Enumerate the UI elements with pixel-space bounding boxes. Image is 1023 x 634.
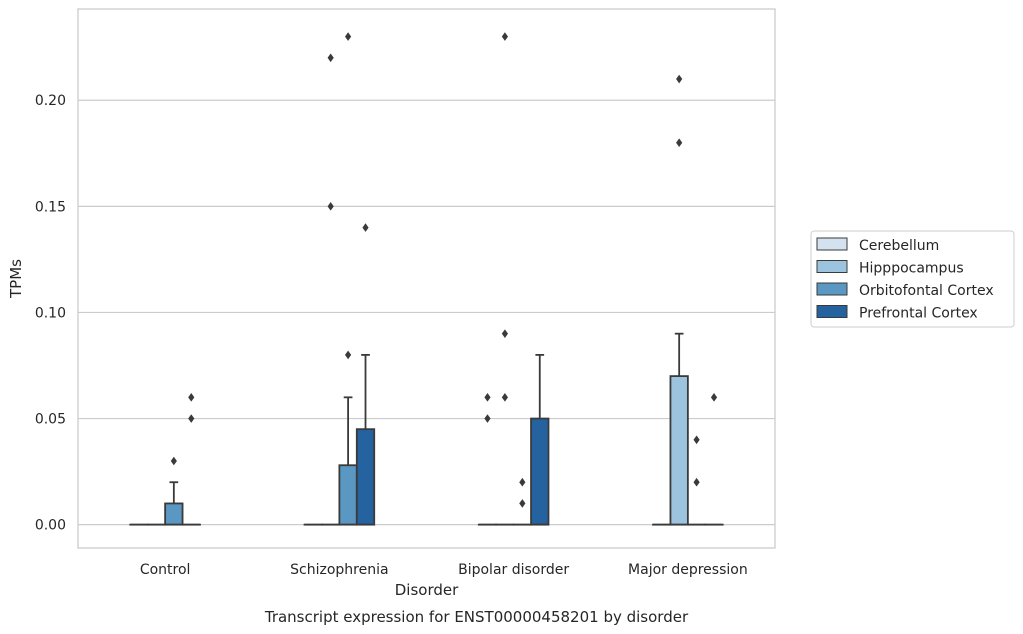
outlier-point [693, 435, 700, 445]
y-tick-label: 0.00 [35, 518, 66, 534]
box-hipppocampus [669, 74, 689, 526]
outlier-point [676, 138, 683, 147]
outlier-point [484, 393, 491, 402]
x-tick-label: Bipolar disorder [458, 562, 569, 578]
y-tick-label: 0.15 [35, 199, 66, 215]
outlier-point [710, 393, 718, 402]
x-tick-label: Schizophrenia [290, 562, 388, 578]
x-tick-label: Major depression [628, 562, 748, 578]
legend-swatch [816, 282, 848, 296]
legend-item: Orbitofontal Cortex [816, 282, 994, 299]
outlier-point [501, 393, 509, 402]
legend-label: Prefrontal Cortex [859, 306, 978, 322]
box-hipppocampus [495, 32, 515, 526]
outlier-point [188, 414, 195, 423]
legend-swatch [816, 305, 848, 318]
legend-label: Hipppocampus [859, 261, 964, 277]
outlier-point [501, 32, 509, 41]
legend-frame [810, 230, 1015, 328]
box-hipppocampus [321, 53, 341, 526]
outlier-point [519, 477, 526, 487]
chart-caption: Transcript expression for ENST0000045820… [264, 608, 689, 626]
box-orbitofontal-cortex [338, 32, 358, 526]
box [530, 417, 550, 526]
box-prefrontal-cortex [530, 353, 550, 526]
box [338, 464, 358, 526]
y-tick-label: 0.05 [35, 412, 66, 428]
box-cerebellum [477, 393, 498, 526]
box-orbitofontal-cortex [512, 477, 532, 526]
box [355, 428, 376, 526]
outlier-point [327, 53, 334, 63]
outlier-point [344, 350, 352, 360]
box-prefrontal-cortex [355, 223, 376, 526]
outlier-point [344, 32, 352, 41]
y-axis-label: TPMs [7, 259, 25, 299]
outlier-point [693, 477, 700, 487]
y-tick-label: 0.10 [35, 305, 66, 321]
x-tick-labels: Control Schizophrenia Bipolar disorder Majo… [140, 562, 748, 578]
legend-label: Orbitofontal Cortex [859, 283, 994, 299]
box [164, 502, 184, 526]
legend-item: Prefrontal Cortex [816, 305, 978, 322]
outlier-point [327, 202, 334, 211]
outlier-point [362, 223, 369, 232]
plot-area-frame [77, 8, 776, 549]
boxes [129, 32, 724, 526]
x-tick-label: Control [140, 562, 191, 578]
outlier-point [188, 393, 195, 402]
outlier-point [484, 414, 491, 423]
box-prefrontal-cortex [181, 393, 201, 526]
box [669, 375, 689, 526]
legend-label: Cerebellum [859, 238, 939, 254]
legend: Cerebellum Hipppocampus Orbitofontal Corte… [810, 230, 1015, 328]
outlier-point [170, 456, 177, 466]
outlier-point [519, 499, 526, 508]
y-tick-label: 0.20 [35, 93, 66, 109]
legend-item: Cerebellum [816, 237, 939, 254]
legend-swatch [816, 237, 848, 251]
legend-item: Hipppocampus [816, 260, 964, 277]
x-axis-label: Disorder [395, 581, 459, 599]
legend-swatch [816, 260, 848, 273]
outlier-point [676, 74, 683, 84]
outlier-point [501, 329, 509, 338]
box-orbitofontal-cortex [686, 435, 707, 526]
y-tick-labels: 0.00 0.05 0.10 0.15 0.20 [35, 93, 66, 533]
box-orbitofontal-cortex [164, 456, 184, 526]
box-prefrontal-cortex [704, 393, 724, 526]
